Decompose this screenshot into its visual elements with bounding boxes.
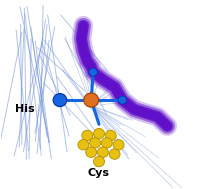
Circle shape [101, 138, 112, 148]
Circle shape [53, 94, 67, 107]
Text: His: His [15, 104, 35, 114]
Circle shape [118, 96, 127, 104]
Circle shape [78, 139, 89, 150]
Circle shape [97, 147, 108, 157]
Circle shape [84, 93, 99, 107]
Circle shape [113, 139, 124, 150]
Circle shape [105, 130, 116, 141]
Circle shape [93, 156, 105, 167]
Text: Cys: Cys [88, 168, 110, 178]
Circle shape [93, 128, 105, 139]
Circle shape [109, 149, 120, 159]
Circle shape [86, 147, 97, 157]
Circle shape [82, 130, 93, 141]
Circle shape [89, 68, 97, 76]
Circle shape [90, 138, 101, 148]
